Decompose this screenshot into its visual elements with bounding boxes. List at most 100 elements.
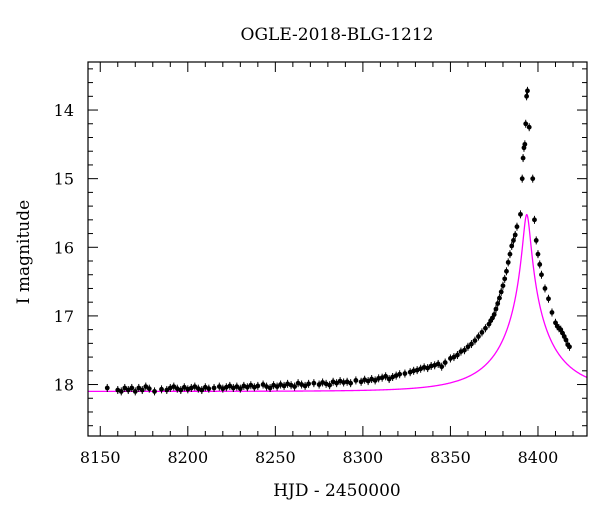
data-point — [211, 385, 217, 391]
data-point — [505, 259, 511, 265]
data-point — [274, 384, 280, 389]
data-point — [327, 382, 333, 388]
x-tick-label: 8200 — [167, 448, 208, 467]
data-point — [164, 387, 170, 393]
model-curve-line — [88, 213, 588, 393]
data-point — [500, 283, 506, 289]
data-point — [143, 384, 149, 389]
data-point — [192, 384, 198, 389]
x-tick-label: 8300 — [343, 448, 384, 467]
data-point — [383, 373, 389, 379]
data-point — [535, 251, 541, 257]
data-point — [498, 289, 504, 295]
data-point — [435, 361, 441, 367]
x-tick-label: 8250 — [255, 448, 296, 467]
data-point — [397, 371, 403, 377]
data-point — [353, 378, 359, 383]
data-point — [509, 243, 515, 249]
data-point — [491, 312, 497, 317]
data-point — [525, 88, 530, 94]
data-point — [122, 385, 128, 391]
data-point — [493, 306, 499, 312]
data-point — [483, 325, 488, 331]
y-tick-label: 17 — [54, 307, 74, 326]
y-tick-label: 16 — [54, 238, 74, 257]
x-tick-label: 8150 — [80, 448, 121, 467]
data-point — [507, 251, 513, 257]
data-point — [425, 365, 431, 371]
data-point — [546, 296, 551, 302]
data-point — [402, 371, 408, 376]
data-point — [365, 378, 371, 384]
data-point — [316, 382, 322, 387]
data-point — [255, 383, 261, 389]
data-point — [125, 387, 131, 393]
data-point — [216, 384, 222, 389]
data-point — [518, 211, 523, 217]
tick-labels: 8150 8200 8250 8300 8350 8400 14 15 16 17 18 — [54, 101, 559, 467]
data-point — [136, 385, 142, 391]
data-point — [533, 238, 539, 243]
data-point — [244, 384, 250, 390]
data-point — [526, 124, 532, 130]
data-point — [479, 329, 485, 335]
data-point — [563, 337, 569, 343]
data-point — [465, 344, 471, 350]
data-point — [199, 387, 205, 393]
chart-title: OGLE-2018-BLG-1212 — [241, 25, 434, 45]
data-point — [512, 232, 518, 238]
data-point — [171, 384, 177, 389]
data-point — [152, 388, 157, 394]
data-point — [476, 334, 481, 339]
data-point — [469, 341, 474, 347]
data-point — [495, 301, 501, 306]
plot-frame — [87, 61, 588, 437]
data-point — [462, 347, 467, 353]
data-point — [497, 295, 502, 301]
data-point — [237, 386, 243, 392]
data-point — [511, 238, 516, 243]
model-curve — [88, 213, 588, 393]
data-point — [178, 387, 184, 393]
data-point — [523, 121, 529, 127]
data-point — [306, 381, 312, 387]
data-point — [442, 360, 448, 365]
data-points — [104, 86, 572, 396]
data-point — [118, 388, 124, 394]
data-point — [358, 379, 364, 385]
data-point — [129, 385, 135, 391]
data-point — [334, 380, 340, 386]
data-point — [311, 380, 317, 386]
data-point — [281, 383, 287, 389]
data-point — [372, 378, 378, 383]
data-point — [132, 388, 138, 394]
data-point — [520, 155, 526, 161]
data-point — [227, 383, 233, 389]
data-point — [234, 384, 240, 389]
data-point — [439, 364, 445, 370]
data-point — [502, 276, 508, 282]
data-point — [530, 176, 536, 182]
data-point — [139, 387, 145, 393]
data-point — [522, 141, 528, 147]
data-point — [348, 380, 354, 386]
data-point — [539, 272, 544, 278]
data-point — [451, 354, 457, 360]
data-point — [159, 386, 164, 392]
data-point — [514, 224, 520, 230]
data-point — [549, 310, 555, 315]
data-point — [260, 382, 266, 387]
data-point — [472, 338, 478, 344]
data-point — [524, 93, 529, 99]
axis-ticks — [88, 62, 587, 436]
data-point — [504, 268, 509, 274]
y-tick-label: 18 — [54, 376, 74, 395]
data-point — [206, 386, 212, 392]
data-point — [181, 384, 187, 390]
data-point — [302, 383, 308, 389]
data-point — [542, 286, 548, 291]
data-point — [455, 352, 460, 358]
y-axis-label: I magnitude — [14, 200, 34, 304]
data-point — [386, 376, 392, 382]
